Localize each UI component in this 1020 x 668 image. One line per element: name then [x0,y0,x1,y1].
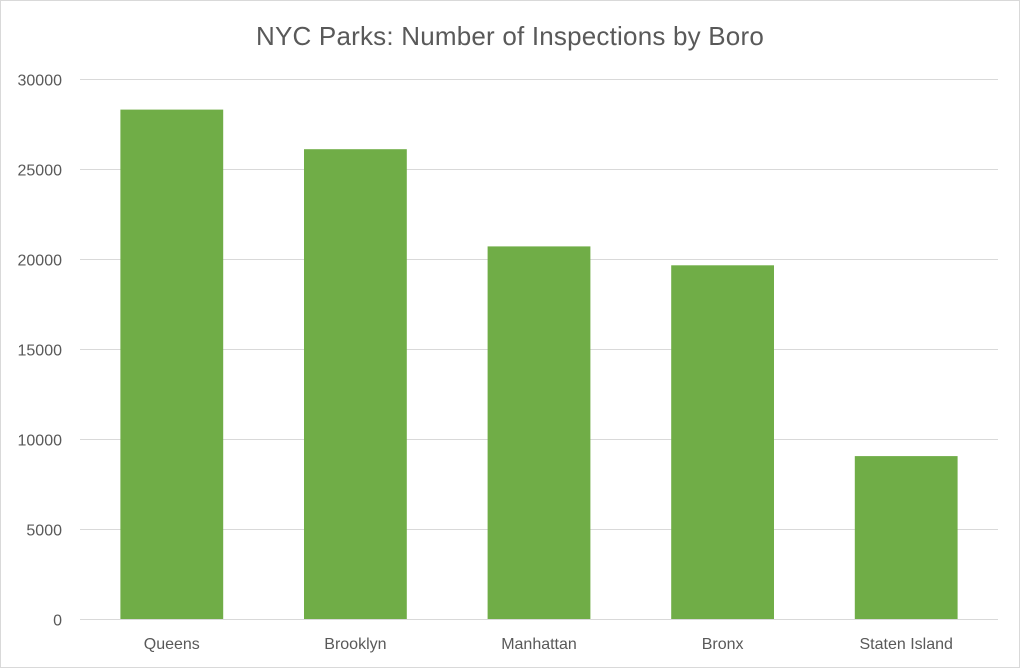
bar-manhattan [487,246,591,619]
y-tick-label: 0 [53,613,62,630]
x-tick-label: Bronx [702,636,744,653]
x-tick-label: Staten Island [859,636,952,653]
y-tick-label: 20000 [18,253,63,270]
y-tick-label: 15000 [18,343,63,360]
y-axis-labels: 0 5000 10000 15000 20000 25000 30000 [18,73,63,630]
x-axis-labels: Queens Brooklyn Manhattan Bronx Staten Islan… [144,636,953,653]
bar-bronx [671,265,774,619]
bar-queens [120,109,224,619]
y-tick-label: 5000 [26,523,62,540]
y-tick-label: 10000 [18,433,63,450]
y-tick-label: 30000 [18,73,63,90]
x-tick-label: Queens [144,636,200,653]
chart-title: NYC Parks: Number of Inspections by Boro [256,21,764,51]
bars [120,109,958,619]
bar-staten-island [854,456,958,619]
y-tick-label: 25000 [18,163,63,180]
x-tick-label: Manhattan [501,636,577,653]
bar-brooklyn [304,149,407,619]
x-tick-label: Brooklyn [324,636,386,653]
